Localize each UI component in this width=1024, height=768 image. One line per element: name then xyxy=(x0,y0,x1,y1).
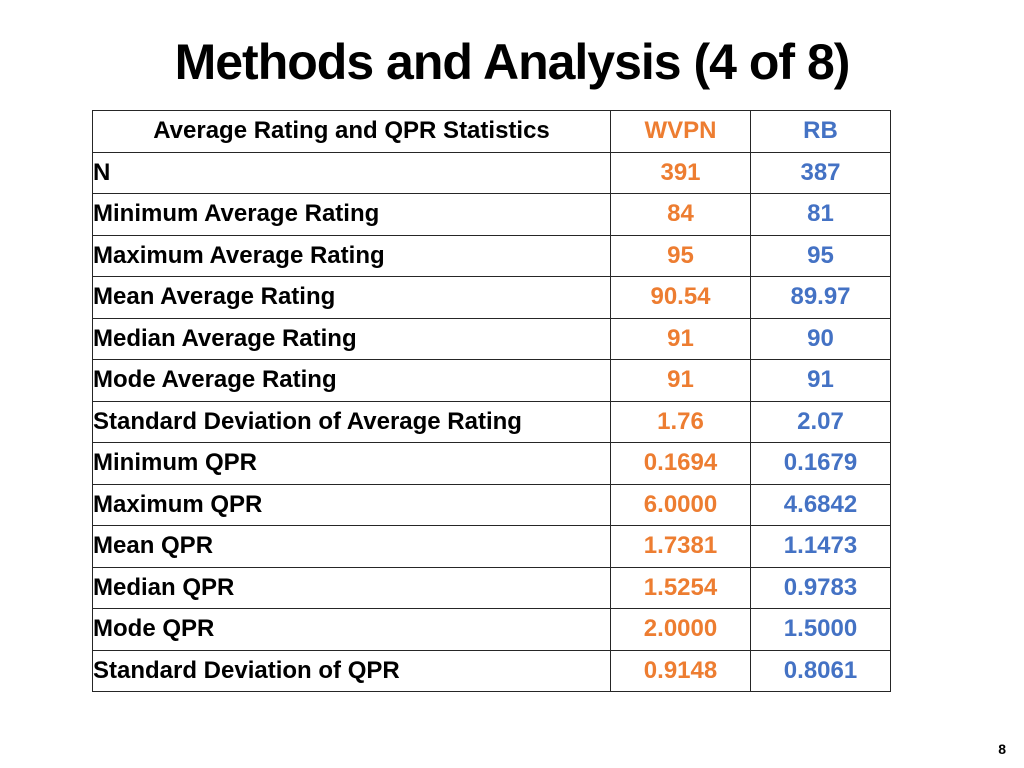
wvpn-value: 95 xyxy=(610,234,751,277)
rb-value: 89.97 xyxy=(750,276,891,319)
rb-value: 1.1473 xyxy=(750,525,891,568)
stats-table: Average Rating and QPR Statistics WVPN R… xyxy=(92,110,891,692)
row-label: N xyxy=(92,151,611,194)
rb-value: 81 xyxy=(750,193,891,236)
table-header-wvpn: WVPN xyxy=(610,110,751,153)
row-label: Median QPR xyxy=(92,566,611,609)
wvpn-value: 391 xyxy=(610,151,751,194)
table-row: Minimum QPR 0.1694 0.1679 xyxy=(92,442,891,485)
table-row: Minimum Average Rating 84 81 xyxy=(92,193,891,236)
wvpn-value: 91 xyxy=(610,317,751,360)
rb-value: 0.9783 xyxy=(750,566,891,609)
row-label: Mode QPR xyxy=(92,608,611,651)
row-label: Mean Average Rating xyxy=(92,276,611,319)
row-label: Minimum Average Rating xyxy=(92,193,611,236)
row-label: Standard Deviation of Average Rating xyxy=(92,400,611,443)
wvpn-value: 91 xyxy=(610,359,751,402)
table-header-row: Average Rating and QPR Statistics WVPN R… xyxy=(92,110,891,153)
rb-value: 387 xyxy=(750,151,891,194)
row-label: Maximum Average Rating xyxy=(92,234,611,277)
wvpn-value: 84 xyxy=(610,193,751,236)
table-row: Maximum QPR 6.0000 4.6842 xyxy=(92,483,891,526)
rb-value: 95 xyxy=(750,234,891,277)
wvpn-value: 1.76 xyxy=(610,400,751,443)
table-row: Median Average Rating 91 90 xyxy=(92,317,891,360)
rb-value: 2.07 xyxy=(750,400,891,443)
table-row: Maximum Average Rating 95 95 xyxy=(92,234,891,277)
table-row: N 391 387 xyxy=(92,151,891,194)
rb-value: 4.6842 xyxy=(750,483,891,526)
table-row: Standard Deviation of QPR 0.9148 0.8061 xyxy=(92,649,891,692)
row-label: Standard Deviation of QPR xyxy=(92,649,611,692)
row-label: Minimum QPR xyxy=(92,442,611,485)
rb-value: 91 xyxy=(750,359,891,402)
wvpn-value: 1.7381 xyxy=(610,525,751,568)
row-label: Mean QPR xyxy=(92,525,611,568)
wvpn-value: 1.5254 xyxy=(610,566,751,609)
table-header-label: Average Rating and QPR Statistics xyxy=(92,110,611,153)
table-row: Mode QPR 2.0000 1.5000 xyxy=(92,608,891,651)
rb-value: 0.8061 xyxy=(750,649,891,692)
rb-value: 1.5000 xyxy=(750,608,891,651)
slide-title: Methods and Analysis (4 of 8) xyxy=(174,34,851,90)
wvpn-value: 0.1694 xyxy=(610,442,751,485)
wvpn-value: 2.0000 xyxy=(610,608,751,651)
table-row: Mode Average Rating 91 91 xyxy=(92,359,891,402)
table-header-rb: RB xyxy=(750,110,891,153)
wvpn-value: 90.54 xyxy=(610,276,751,319)
row-label: Mode Average Rating xyxy=(92,359,611,402)
wvpn-value: 6.0000 xyxy=(610,483,751,526)
table-row: Standard Deviation of Average Rating 1.76… xyxy=(92,400,891,443)
page-number: 8 xyxy=(998,741,1006,757)
table-row: Mean Average Rating 90.54 89.97 xyxy=(92,276,891,319)
rb-value: 90 xyxy=(750,317,891,360)
row-label: Maximum QPR xyxy=(92,483,611,526)
table-row: Mean QPR 1.7381 1.1473 xyxy=(92,525,891,568)
wvpn-value: 0.9148 xyxy=(610,649,751,692)
table-row: Median QPR 1.5254 0.9783 xyxy=(92,566,891,609)
row-label: Median Average Rating xyxy=(92,317,611,360)
rb-value: 0.1679 xyxy=(750,442,891,485)
